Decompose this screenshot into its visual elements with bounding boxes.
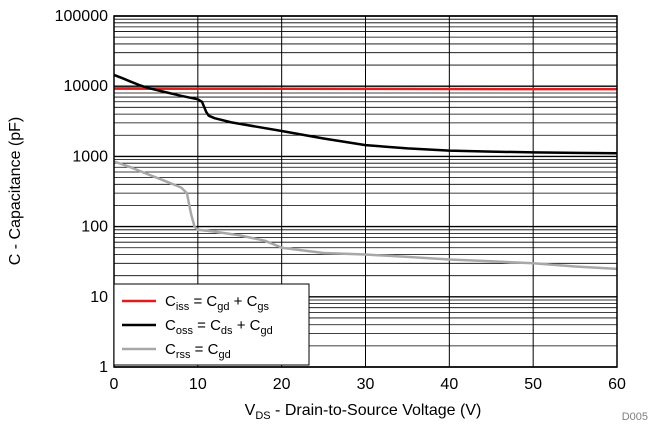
- legend-label-crss: Crss = Cgd: [165, 341, 231, 361]
- x-tick-label: 40: [440, 376, 458, 393]
- legend-label-ciss: Ciss = Cgd + Cgs: [165, 293, 270, 313]
- plot-frame: [113, 15, 618, 368]
- legend-label-coss: Coss = Cds + Cgd: [165, 317, 273, 337]
- series-line-coss: [113, 73, 618, 155]
- x-tick-label: 60: [608, 376, 626, 393]
- y-tick-labels: 1 10 100 1000 10000 100000: [55, 8, 108, 376]
- x-axis-label: VDS - Drain-to-Source Voltage (V): [245, 402, 482, 422]
- y-tick-label: 10000: [64, 78, 109, 95]
- y-tick-label: 10: [90, 289, 108, 306]
- x-tick-label: 50: [524, 376, 542, 393]
- y-tick-label: 1000: [72, 148, 108, 165]
- y-axis-label: C - Capacitance (pF): [7, 117, 24, 266]
- x-tick-label: 0: [110, 376, 119, 393]
- x-tick-label: 30: [357, 376, 375, 393]
- y-tick-label: 100000: [55, 8, 108, 25]
- figure-id-tag: D005: [622, 411, 648, 423]
- series-layer: [113, 73, 618, 271]
- x-tick-label: 20: [273, 376, 291, 393]
- series-line-ciss: [113, 87, 617, 91]
- series-line-crss: [113, 160, 618, 271]
- x-tick-labels: 0 10 20 30 40 50 60: [110, 376, 626, 393]
- y-tick-label: 100: [81, 219, 108, 236]
- x-tick-label: 10: [189, 376, 207, 393]
- y-tick-label: 1: [99, 359, 108, 376]
- legend: Ciss = Cgd + Cgs Coss = Cds + Cgd Crss = C…: [113, 283, 310, 366]
